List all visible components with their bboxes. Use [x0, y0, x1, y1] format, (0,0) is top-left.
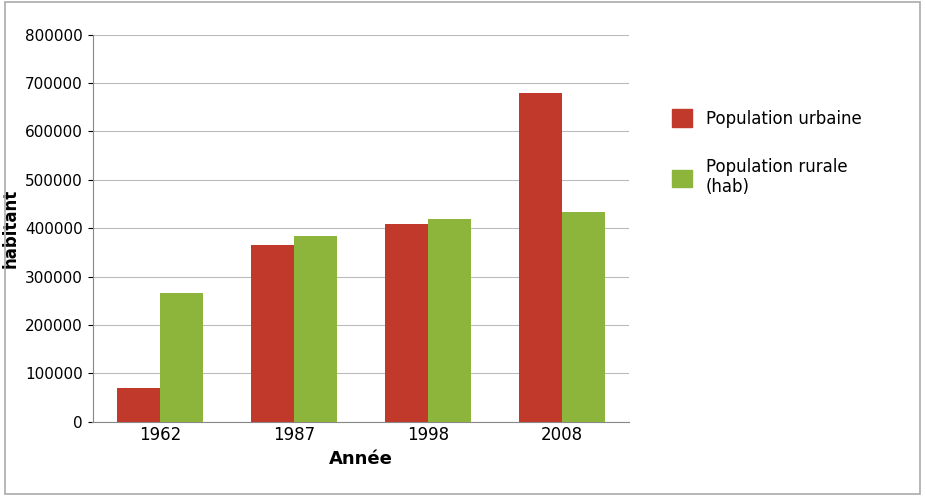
Bar [519, 93, 561, 422]
Bar [160, 294, 203, 422]
Legend: Population urbaine, Population rurale
(hab): Population urbaine, Population rurale (h… [664, 101, 870, 205]
X-axis label: Année: Année [328, 450, 393, 468]
Bar [427, 219, 471, 422]
Bar [117, 388, 160, 422]
Bar [561, 212, 605, 422]
Bar [385, 224, 427, 422]
Bar [294, 237, 337, 422]
Y-axis label: habitant: habitant [1, 188, 19, 268]
Bar [251, 245, 294, 422]
